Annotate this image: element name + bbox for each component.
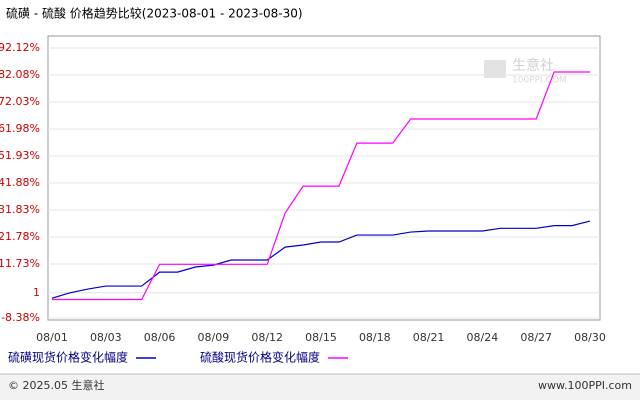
y-tick-label: 82.08%	[0, 68, 40, 81]
y-tick-label: 1	[33, 286, 40, 299]
x-tick-label: 08/06	[144, 331, 176, 344]
chart-title: 硫磺 - 硫酸 价格趋势比较(2023-08-01 - 2023-08-30)	[6, 6, 303, 21]
y-tick-label: 72.03%	[0, 95, 40, 108]
y-tick-label: 11.73%	[0, 257, 40, 270]
x-tick-label: 08/01	[36, 331, 68, 344]
series-line	[51, 220, 591, 299]
series-line	[52, 71, 590, 301]
x-tick-label: 08/09	[198, 331, 230, 344]
y-tick-label: 51.93%	[0, 149, 40, 162]
y-tick-label: 31.83%	[0, 203, 40, 216]
x-tick-label: 08/27	[520, 331, 552, 344]
footer-bar	[0, 374, 640, 400]
legend-label: 硫磺现货价格变化幅度	[8, 350, 128, 365]
y-tick-label: 61.98%	[0, 122, 40, 135]
legend-label: 硫酸现货价格变化幅度	[200, 350, 320, 365]
x-tick-label: 08/30	[574, 331, 606, 344]
x-tick-label: 08/03	[90, 331, 122, 344]
watermark-brand: 生意社	[512, 57, 554, 74]
x-tick-label: 08/15	[305, 331, 337, 344]
footer-copyright: © 2025.05 生意社	[8, 378, 104, 392]
x-tick-label: 08/24	[467, 331, 499, 344]
x-tick-label: 08/21	[413, 331, 445, 344]
y-tick-label: 41.88%	[0, 176, 40, 189]
watermark-logo	[484, 60, 506, 78]
watermark: 生意社 100PPI.COM	[484, 57, 567, 86]
footer-site: www.100PPI.com	[538, 379, 632, 392]
plot-frame	[47, 35, 601, 321]
y-tick-label: -8.38%	[1, 311, 40, 324]
y-tick-label: 92.12%	[0, 41, 40, 54]
x-tick-label: 08/12	[251, 331, 283, 344]
y-tick-label: 21.78%	[0, 230, 40, 243]
x-tick-label: 08/18	[359, 331, 391, 344]
watermark-site: 100PPI.COM	[512, 76, 567, 86]
